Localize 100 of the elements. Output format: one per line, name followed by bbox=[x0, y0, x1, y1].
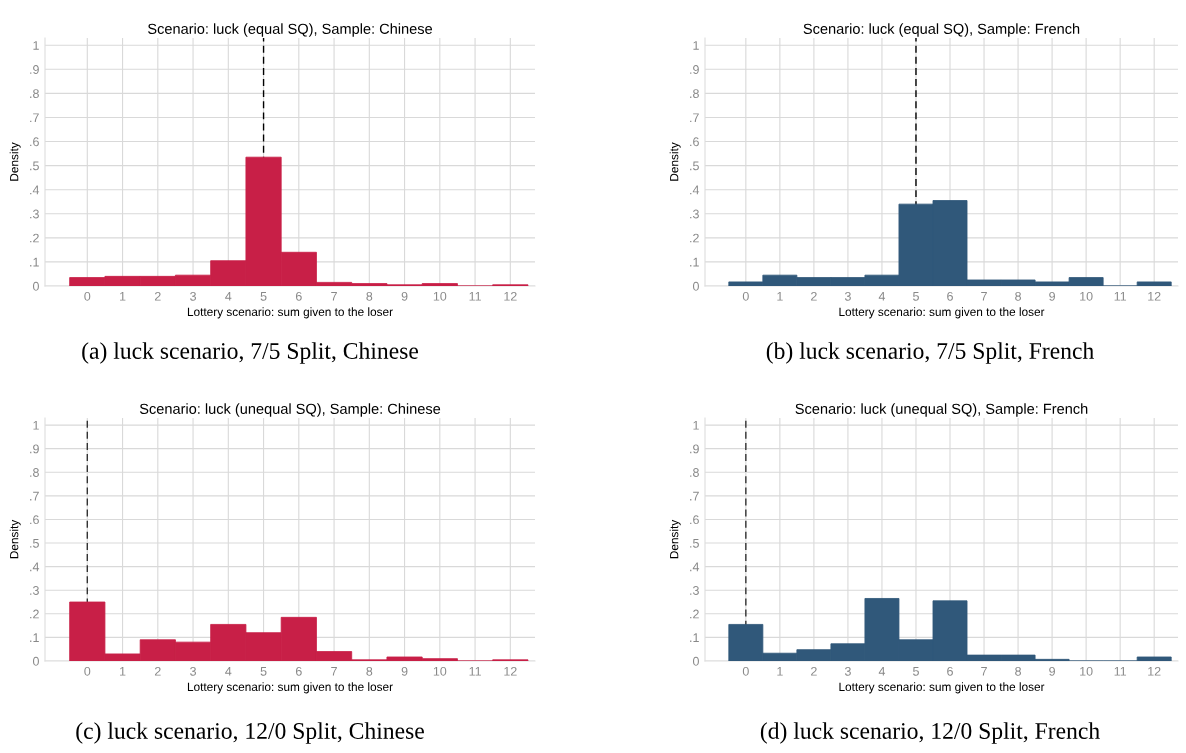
chart-title: Scenario: luck (unequal SQ), Sample: French bbox=[795, 403, 1088, 417]
y-tick-label: .5 bbox=[690, 538, 699, 548]
x-tick-label: 2 bbox=[811, 666, 817, 676]
x-tick-label: 1 bbox=[777, 292, 783, 301]
x-tick-label: 12 bbox=[1148, 666, 1161, 676]
y-tick-label: .8 bbox=[690, 89, 699, 99]
x-tick-label: 0 bbox=[742, 666, 749, 676]
y-tick-label: .9 bbox=[690, 444, 699, 454]
y-tick-label: 0 bbox=[692, 656, 699, 666]
x-tick-label: 7 bbox=[331, 292, 337, 301]
chart-title: Scenario: luck (unequal SQ), Sample: Chinese bbox=[139, 403, 441, 417]
y-axis-title: Density bbox=[9, 519, 21, 559]
x-tick-label: 7 bbox=[331, 667, 337, 676]
x-tick-label: 3 bbox=[190, 666, 196, 676]
x-tick-label: 12 bbox=[504, 291, 517, 301]
text: (b) luck scenario, 7/5 Split, French bbox=[766, 342, 1094, 364]
x-tick-label: 10 bbox=[1080, 666, 1093, 676]
chart-title: Scenario: luck (equal SQ), Sample: French bbox=[803, 23, 1080, 37]
x-tick-label: 6 bbox=[947, 666, 953, 676]
y-tick-label: .7 bbox=[690, 491, 699, 501]
x-tick-label: 6 bbox=[295, 666, 302, 676]
y-tick-label: 0 bbox=[32, 281, 39, 291]
x-tick-label: 3 bbox=[844, 666, 851, 676]
x-tick-label: 6 bbox=[947, 291, 953, 301]
y-tick-label: .4 bbox=[690, 562, 700, 572]
y-tick-label: .5 bbox=[30, 538, 39, 548]
y-tick-label: .3 bbox=[30, 586, 39, 595]
y-tick-label: .3 bbox=[690, 586, 699, 595]
y-tick-label: .6 bbox=[30, 137, 39, 147]
x-tick-label: 8 bbox=[366, 666, 373, 676]
x-tick-label: 7 bbox=[981, 667, 987, 676]
x-tick-label: 3 bbox=[844, 291, 851, 301]
y-tick-label: .9 bbox=[30, 444, 39, 454]
y-axis-title: Density bbox=[669, 142, 681, 181]
x-axis-title: Lottery scenario: sum given to the loser bbox=[839, 682, 1045, 694]
x-tick-label: 12 bbox=[1148, 291, 1161, 301]
y-tick-label: .1 bbox=[690, 633, 699, 642]
y-tick-label: 1 bbox=[693, 421, 699, 430]
x-tick-label: 5 bbox=[913, 292, 919, 301]
y-tick-label: .1 bbox=[30, 633, 39, 642]
y-tick-label: .2 bbox=[30, 609, 39, 619]
x-tick-label: 4 bbox=[225, 667, 232, 676]
x-tick-label: 11 bbox=[1114, 667, 1127, 676]
x-axis-title: Lottery scenario: sum given to the loser bbox=[187, 307, 393, 319]
y-tick-label: .1 bbox=[690, 257, 699, 267]
x-tick-label: 3 bbox=[190, 291, 196, 301]
x-tick-label: 2 bbox=[154, 666, 161, 676]
x-tick-label: 9 bbox=[1049, 291, 1055, 301]
y-tick-label: .9 bbox=[30, 65, 39, 74]
x-tick-label: 10 bbox=[1080, 291, 1093, 301]
x-tick-label: 9 bbox=[1049, 666, 1055, 676]
x-tick-label: 7 bbox=[981, 292, 987, 301]
y-tick-label: .6 bbox=[690, 515, 699, 525]
y-tick-label: .3 bbox=[30, 209, 39, 219]
y-tick-label: .5 bbox=[690, 161, 699, 171]
x-tick-label: 2 bbox=[154, 291, 161, 301]
y-tick-label: .3 bbox=[690, 209, 699, 219]
x-tick-label: 9 bbox=[401, 291, 408, 301]
x-tick-label: 1 bbox=[120, 292, 126, 301]
x-tick-label: 0 bbox=[84, 666, 91, 676]
y-tick-label: .6 bbox=[30, 515, 39, 525]
y-tick-label: .8 bbox=[30, 89, 39, 99]
y-tick-label: .4 bbox=[30, 562, 40, 572]
y-tick-label: 1 bbox=[33, 41, 39, 50]
x-tick-label: 5 bbox=[913, 667, 919, 676]
y-tick-label: .7 bbox=[690, 113, 699, 122]
x-tick-label: 11 bbox=[469, 292, 481, 301]
y-tick-label: .7 bbox=[30, 491, 39, 501]
x-tick-label: 8 bbox=[1015, 291, 1021, 301]
y-axis-title: Density bbox=[9, 142, 21, 181]
y-tick-label: 0 bbox=[692, 281, 699, 291]
x-tick-label: 1 bbox=[120, 667, 126, 676]
x-tick-label: 12 bbox=[504, 666, 517, 676]
y-tick-label: .7 bbox=[30, 113, 39, 122]
y-tick-label: .8 bbox=[30, 468, 39, 477]
x-tick-label: 10 bbox=[433, 291, 447, 301]
x-tick-label: 5 bbox=[260, 667, 267, 676]
x-tick-label: 10 bbox=[433, 666, 447, 676]
y-tick-label: .5 bbox=[30, 161, 39, 171]
y-tick-label: .9 bbox=[690, 65, 699, 74]
x-tick-label: 2 bbox=[811, 291, 817, 301]
y-tick-label: .2 bbox=[690, 233, 699, 243]
x-tick-label: 6 bbox=[295, 291, 302, 301]
y-axis-title: Density bbox=[669, 519, 681, 559]
x-tick-label: 5 bbox=[260, 292, 267, 301]
y-tick-label: .4 bbox=[690, 185, 700, 195]
text: (c) luck scenario, 12/0 Split, Chinese bbox=[76, 722, 424, 744]
x-tick-label: 1 bbox=[777, 667, 783, 676]
y-tick-label: .2 bbox=[690, 609, 699, 619]
y-tick-label: .4 bbox=[30, 185, 40, 195]
x-tick-label: 4 bbox=[878, 667, 886, 676]
text: (d) luck scenario, 12/0 Split, French bbox=[760, 722, 1100, 744]
x-tick-label: 11 bbox=[469, 667, 481, 676]
y-tick-label: .2 bbox=[30, 233, 39, 243]
x-tick-label: 9 bbox=[401, 666, 408, 676]
y-tick-label: 1 bbox=[693, 41, 699, 50]
x-axis-title: Lottery scenario: sum given to the loser bbox=[839, 307, 1045, 319]
chart-title: Scenario: luck (equal SQ), Sample: Chinese bbox=[148, 23, 433, 37]
x-tick-label: 4 bbox=[878, 292, 886, 301]
x-tick-label: 4 bbox=[225, 292, 232, 301]
